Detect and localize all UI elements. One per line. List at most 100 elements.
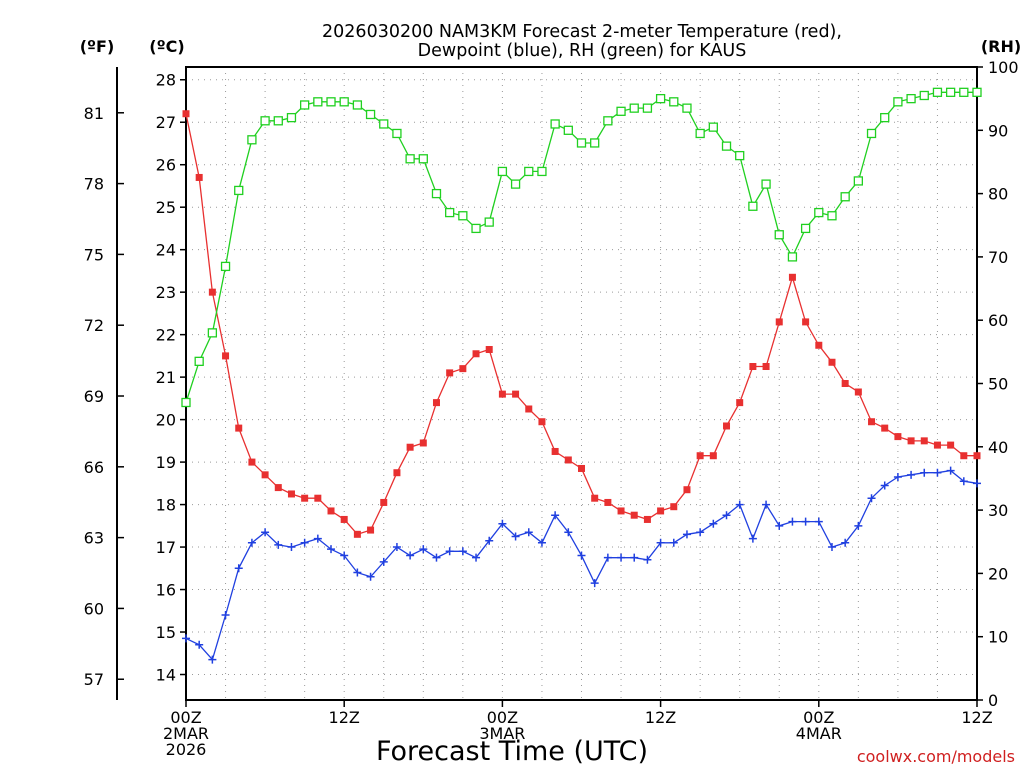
celsius-tick-label: 21 <box>156 368 176 387</box>
plot-frame <box>185 66 978 701</box>
2-meter-temperature-point <box>762 363 770 371</box>
x-tick-label: 00Z <box>170 708 201 727</box>
2-meter-temperature-point <box>367 526 375 534</box>
2-meter-temperature-point <box>973 452 981 460</box>
2-meter-temperature-point <box>551 447 559 455</box>
2-meter-temperature-point <box>248 458 256 466</box>
2-meter-temperature-point <box>591 494 599 502</box>
fahrenheit-tick-label: 78 <box>84 175 104 194</box>
rh-point <box>431 188 442 199</box>
rh-point <box>721 141 732 151</box>
dewpoint-point <box>907 470 916 479</box>
rh-point <box>471 223 481 234</box>
dewpoint-point <box>472 553 481 562</box>
celsius-tick-label: 26 <box>156 156 176 175</box>
dewpoint-point <box>933 468 942 477</box>
dewpoint-point <box>630 553 639 562</box>
rh-point <box>286 112 297 123</box>
rh-point <box>682 103 692 113</box>
rh-point <box>207 328 218 338</box>
rh-point <box>708 122 718 132</box>
rh-point <box>919 90 929 101</box>
dewpoint-point <box>893 472 902 481</box>
2-meter-temperature-point <box>604 498 612 506</box>
rh-point <box>642 103 653 113</box>
dewpoint-point <box>208 655 217 664</box>
dewpoint-point <box>379 557 388 566</box>
x-tick-label: 3MAR <box>479 724 525 743</box>
dewpoint-point <box>788 517 797 526</box>
dewpoint-point <box>524 528 533 537</box>
2-meter-temperature-point <box>788 273 796 281</box>
2-meter-temperature-point <box>525 405 533 413</box>
dewpoint-point <box>327 545 336 554</box>
dewpoint-point <box>656 538 665 547</box>
rh-point <box>352 100 363 110</box>
2-meter-temperature-point <box>301 494 309 502</box>
x-tick-label: 2026 <box>166 740 207 759</box>
rh-point <box>590 138 600 148</box>
dewpoint-point <box>261 528 270 537</box>
x-tick-label: 4MAR <box>796 724 842 743</box>
fahrenheit-tick-label: 60 <box>84 599 104 618</box>
rh-point <box>880 112 890 123</box>
2-meter-temperature-point <box>498 390 506 398</box>
celsius-tick-label: 14 <box>156 666 176 685</box>
celsius-tick-label: 22 <box>156 326 176 345</box>
dewpoint-point <box>300 538 309 547</box>
dewpoint-point <box>537 538 546 547</box>
rh-point <box>893 97 903 107</box>
rh-point <box>339 97 349 107</box>
2-meter-temperature-point <box>696 452 704 460</box>
2-meter-temperature-point <box>841 380 849 387</box>
dewpoint-point <box>748 534 757 543</box>
dewpoint-point <box>762 500 771 509</box>
rh-point <box>550 119 560 129</box>
fahrenheit-tick-label: 75 <box>84 245 104 264</box>
fahrenheit-tick-label: 69 <box>84 387 104 406</box>
celsius-tick-label: 24 <box>156 241 176 260</box>
dewpoint-point <box>498 519 507 528</box>
dewpoint-point <box>313 534 322 543</box>
dewpoint-point <box>841 538 850 547</box>
axis-ticks: 14 15 16 17 18 19 20 21 22 23 24 25 26 27 28 57 60 63 66 69… <box>84 58 1019 759</box>
rh-point <box>669 97 679 107</box>
rh-point <box>392 128 402 139</box>
2-meter-temperature-point <box>512 390 520 398</box>
rh-point <box>972 87 982 97</box>
celsius-tick-label: 28 <box>156 71 176 90</box>
dewpoint-point <box>221 611 230 620</box>
x-tick-label: 12Z <box>329 708 360 727</box>
2-meter-temperature-point <box>222 352 230 360</box>
2-meter-temperature-point <box>630 511 638 519</box>
dewpoint-point <box>182 634 190 643</box>
rh-point <box>181 397 191 408</box>
dewpoint-point <box>340 551 349 560</box>
2-meter-temperature-point <box>749 363 757 371</box>
rh-point <box>840 192 850 202</box>
dewpoint-point <box>419 545 428 554</box>
2-meter-temperature-point <box>472 350 480 358</box>
dewpoint-point <box>696 528 705 537</box>
2-meter-temperature-point <box>406 443 414 451</box>
rh-point <box>458 211 468 221</box>
2-meter-temperature-point <box>683 486 691 494</box>
2-meter-temperature-point <box>380 498 388 506</box>
rh-tick-label: 90 <box>988 121 1008 140</box>
dewpoint-point <box>247 538 256 547</box>
rh-point <box>945 87 956 97</box>
2-meter-temperature-point <box>459 365 467 373</box>
celsius-tick-label: 16 <box>156 581 176 600</box>
dewpoint-point <box>973 479 981 488</box>
rh-unit-label: (RH) <box>981 37 1021 56</box>
dewpoint-point <box>458 547 467 556</box>
rh-point <box>299 100 310 110</box>
2-meter-temperature-point <box>314 494 322 502</box>
celsius-tick-label: 23 <box>156 283 176 302</box>
rh-point <box>418 154 428 164</box>
rh-point <box>774 230 784 240</box>
rh-point <box>787 252 798 262</box>
celsius-unit-label: (ºC) <box>149 37 184 56</box>
rh-point <box>510 179 521 189</box>
